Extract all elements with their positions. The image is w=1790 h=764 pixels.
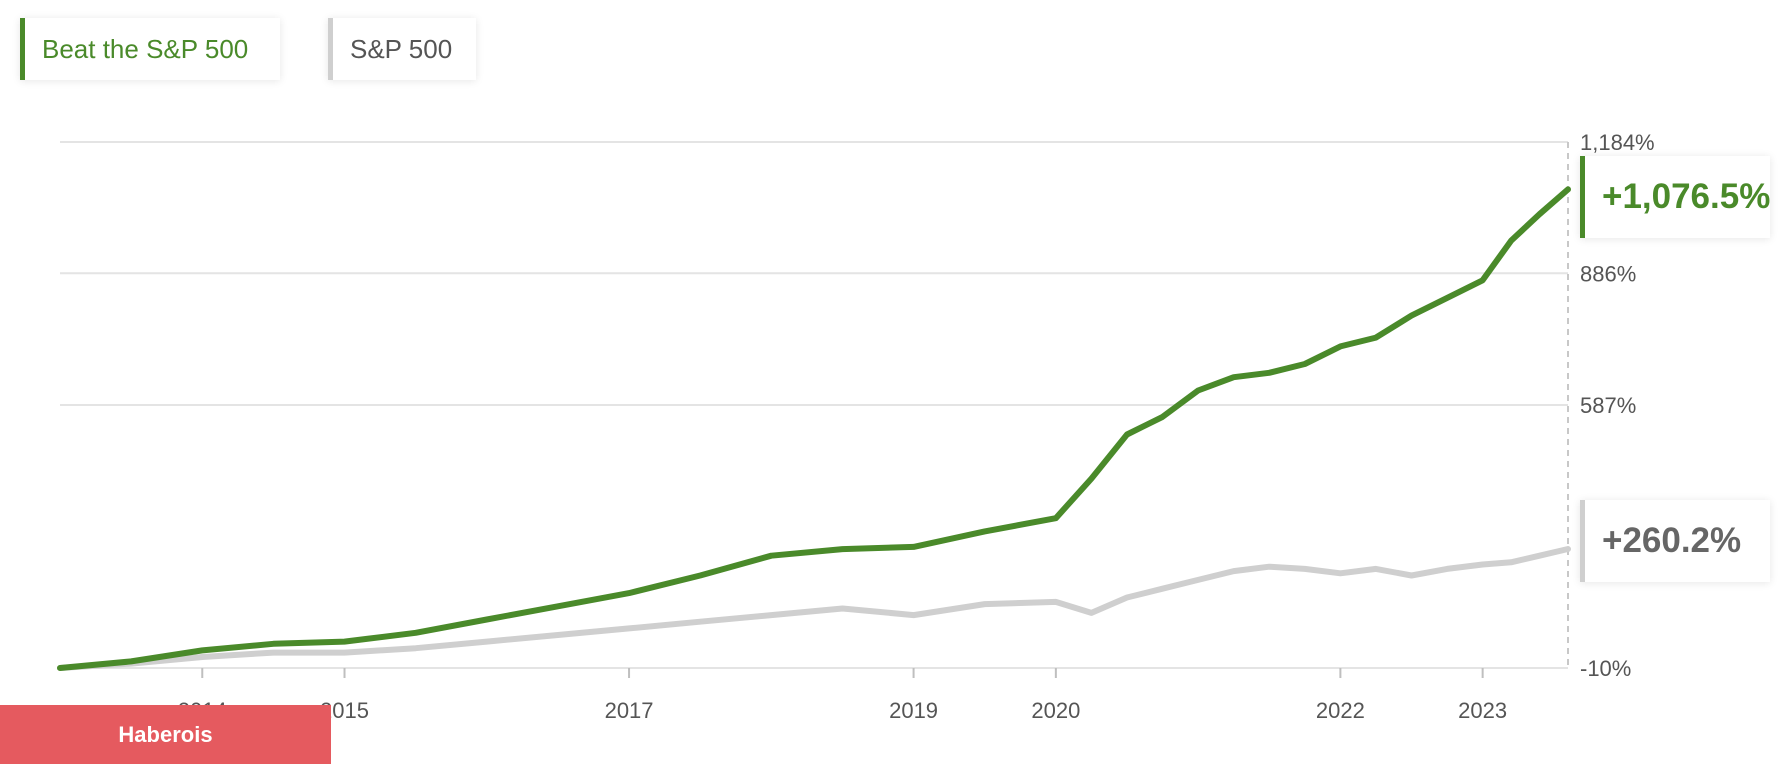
data-point-1-16 bbox=[1126, 596, 1128, 599]
data-point-0-4 bbox=[343, 640, 346, 643]
legend-label-series-a: Beat the S&P 500 bbox=[42, 33, 249, 64]
y-tick-label-3: -10% bbox=[1580, 656, 1631, 681]
data-point-0-8 bbox=[628, 592, 630, 594]
callout-value-series-b: +260.2% bbox=[1602, 521, 1742, 560]
data-point-0-24 bbox=[1410, 314, 1413, 317]
data-point-0-20 bbox=[1268, 372, 1271, 374]
data-point-0-6 bbox=[485, 618, 488, 621]
legend-swatch-series-a bbox=[20, 18, 25, 80]
x-tick-label-2: 2017 bbox=[605, 698, 654, 723]
data-point-1-25 bbox=[1446, 568, 1448, 570]
x-tick-label-6: 2023 bbox=[1458, 698, 1507, 723]
legend-chip-series-b[interactable]: S&P 500 bbox=[328, 18, 476, 80]
data-point-0-19 bbox=[1232, 376, 1235, 379]
legend-label-series-b: S&P 500 bbox=[350, 33, 453, 64]
data-point-0-1 bbox=[130, 660, 132, 663]
data-point-1-24 bbox=[1410, 574, 1413, 577]
data-point-0-15 bbox=[1090, 477, 1093, 480]
data-point-1-23 bbox=[1375, 568, 1377, 570]
data-point-1-6 bbox=[485, 640, 488, 643]
data-point-1-29 bbox=[1567, 548, 1569, 550]
data-point-0-16 bbox=[1126, 433, 1128, 436]
data-point-0-7 bbox=[557, 605, 559, 608]
data-point-0-12 bbox=[912, 546, 915, 548]
data-point-0-10 bbox=[770, 554, 773, 557]
legend-swatch-series-b bbox=[328, 18, 333, 80]
data-point-1-13 bbox=[983, 603, 986, 605]
data-point-1-12 bbox=[912, 614, 915, 616]
data-point-0-25 bbox=[1446, 297, 1448, 299]
callout-swatch-series-a bbox=[1580, 156, 1585, 238]
data-point-0-13 bbox=[983, 530, 986, 533]
callout-swatch-series-b bbox=[1580, 500, 1585, 582]
y-tick-label-0: 1,184% bbox=[1580, 130, 1655, 155]
data-point-0-27 bbox=[1510, 239, 1512, 242]
data-point-0-14 bbox=[1055, 517, 1057, 520]
data-point-0-18 bbox=[1197, 389, 1199, 392]
data-point-1-2 bbox=[201, 656, 204, 658]
data-point-1-5 bbox=[414, 647, 417, 649]
data-point-0-11 bbox=[841, 548, 844, 550]
data-point-0-9 bbox=[699, 574, 701, 577]
data-point-1-11 bbox=[841, 607, 844, 610]
x-tick-label-3: 2019 bbox=[889, 698, 938, 723]
data-point-1-17 bbox=[1161, 587, 1164, 590]
data-point-0-22 bbox=[1339, 345, 1342, 348]
callout-value-series-a: +1,076.5% bbox=[1602, 177, 1771, 216]
data-point-1-18 bbox=[1197, 579, 1199, 581]
data-point-1-28 bbox=[1538, 554, 1541, 557]
data-point-1-21 bbox=[1304, 568, 1306, 570]
data-point-0-2 bbox=[201, 649, 204, 652]
data-point-1-27 bbox=[1510, 561, 1512, 564]
series-beat-the-sp500 bbox=[57, 186, 1571, 671]
callout-series-a: +1,076.5% bbox=[1580, 156, 1770, 238]
legend-chip-series-a[interactable]: Beat the S&P 500 bbox=[20, 18, 280, 80]
data-point-0-17 bbox=[1161, 416, 1164, 418]
data-point-0-26 bbox=[1481, 279, 1484, 282]
data-point-0-21 bbox=[1304, 363, 1306, 365]
data-point-1-14 bbox=[1055, 601, 1057, 603]
data-point-1-9 bbox=[699, 620, 701, 623]
data-point-1-8 bbox=[628, 627, 630, 630]
data-point-1-26 bbox=[1481, 563, 1484, 566]
data-point-1-19 bbox=[1232, 570, 1235, 572]
data-point-0-28 bbox=[1538, 213, 1541, 216]
data-point-0-0 bbox=[59, 667, 61, 669]
data-point-1-4 bbox=[343, 651, 346, 654]
x-tick-label-5: 2022 bbox=[1316, 698, 1365, 723]
y-tick-label-2: 587% bbox=[1580, 393, 1636, 418]
data-point-1-15 bbox=[1090, 612, 1093, 614]
data-point-0-29 bbox=[1567, 188, 1569, 191]
data-point-1-22 bbox=[1339, 572, 1342, 575]
series-line-1 bbox=[57, 546, 1571, 671]
data-point-1-10 bbox=[770, 614, 773, 616]
series-line-0 bbox=[57, 186, 1571, 671]
callout-series-b: +260.2% bbox=[1580, 500, 1770, 582]
data-point-1-3 bbox=[272, 651, 275, 654]
brand-banner[interactable]: Haberois bbox=[0, 705, 331, 764]
data-point-0-3 bbox=[272, 642, 275, 645]
y-tick-label-1: 886% bbox=[1580, 261, 1636, 286]
data-point-0-5 bbox=[414, 631, 417, 634]
data-point-1-7 bbox=[557, 634, 559, 636]
data-point-1-20 bbox=[1268, 565, 1271, 568]
series-sp500 bbox=[57, 546, 1571, 671]
brand-label: Haberois bbox=[118, 721, 213, 747]
data-point-0-23 bbox=[1375, 336, 1377, 339]
x-tick-label-4: 2020 bbox=[1031, 698, 1080, 723]
